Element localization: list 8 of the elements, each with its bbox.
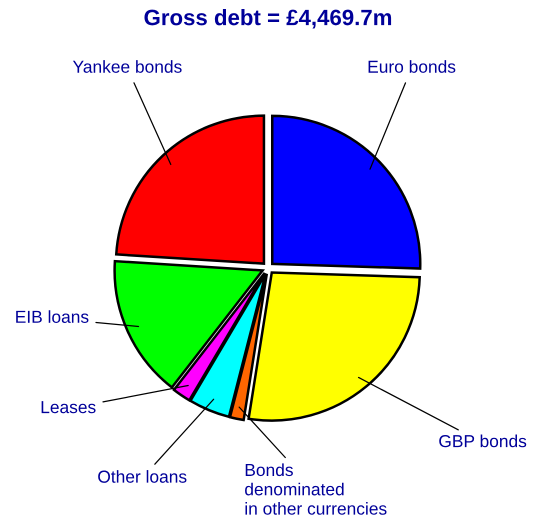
- slice-label: Yankee bonds: [72, 60, 182, 73]
- slice-label: Bonds denominated in other currencies: [245, 463, 387, 515]
- slice-label: Leases: [42, 401, 96, 414]
- chart-title: Gross debt = £4,469.7m: [144, 9, 392, 29]
- slice-label: GBP bonds: [439, 434, 526, 448]
- slice-label: Euro bonds: [368, 60, 456, 73]
- slice-label: EIB loans: [16, 310, 88, 323]
- slice-label: Other loans: [98, 470, 186, 483]
